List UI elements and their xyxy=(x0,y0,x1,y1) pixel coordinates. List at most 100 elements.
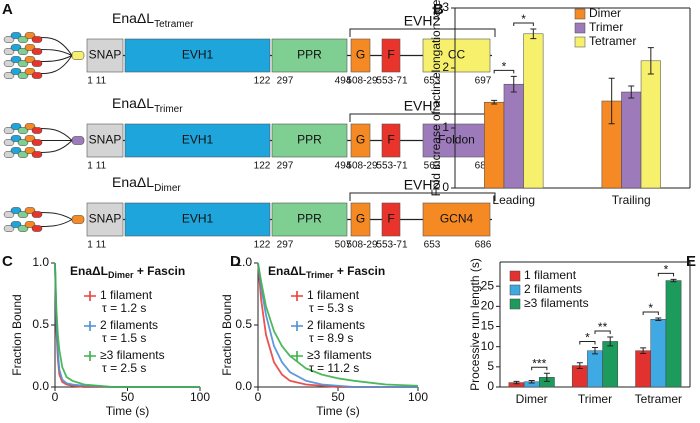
domain-box xyxy=(271,202,348,237)
chart-title-sub: Dimer xyxy=(108,270,134,280)
panel-letter: E xyxy=(686,253,696,270)
x-tick-label: Trimer xyxy=(578,392,612,406)
significance-label: * xyxy=(664,263,669,277)
construct-name-base: EnaΔL xyxy=(112,174,154,190)
bar xyxy=(640,60,661,189)
cartoon-pill xyxy=(17,225,29,232)
x-axis-label: Time (s) xyxy=(106,404,150,418)
residue-number: 11 xyxy=(96,161,107,172)
cartoon-pill xyxy=(10,207,22,214)
domain-box xyxy=(271,123,348,158)
region-label: EVH2 xyxy=(404,98,441,114)
significance-bracket xyxy=(493,69,515,74)
error-bar xyxy=(510,75,517,93)
significance-label: * xyxy=(502,60,507,74)
legend-note: τ = 5.3 s xyxy=(309,301,353,315)
y-tick-label: 0.5 xyxy=(235,317,252,331)
cartoon-pill xyxy=(3,48,15,55)
chart-title: EnaΔLTrimer + Fascin xyxy=(268,264,385,280)
bar xyxy=(602,341,619,388)
y-axis-label: Fold increase of actin elongation rate xyxy=(429,0,443,196)
error-bar xyxy=(528,380,535,384)
domain-box xyxy=(86,123,124,158)
domain-box xyxy=(381,202,401,237)
cartoon-core xyxy=(71,51,85,60)
domain-label: F xyxy=(387,133,394,147)
cartoon-pill xyxy=(17,127,29,134)
panel-letter: C xyxy=(2,253,13,270)
cartoon-pill xyxy=(3,72,15,79)
significance-bracket xyxy=(642,311,659,316)
error-bar xyxy=(640,347,647,355)
legend-label: Dimer xyxy=(589,6,621,20)
residue-number: 653 xyxy=(424,240,441,251)
domain-box xyxy=(381,123,401,158)
significance-bracket xyxy=(513,22,534,26)
residue-number: 1 xyxy=(87,76,93,87)
y-axis-label: Fraction Bound xyxy=(10,294,24,375)
chart-title-rest: + Fascin xyxy=(133,264,185,278)
residue-number: 563 xyxy=(424,161,441,172)
y-tick-label: 20 xyxy=(481,299,495,313)
domain-box xyxy=(86,202,124,237)
residue-number: 122 xyxy=(254,76,271,87)
cartoon-arm xyxy=(39,55,73,74)
domain-label: PPR xyxy=(297,212,322,226)
cartoon-pill xyxy=(3,139,15,146)
residue-number: 508-29 xyxy=(346,161,378,172)
significance-label: *** xyxy=(532,356,546,370)
y-tick-label: 1 xyxy=(442,120,449,134)
error-bar xyxy=(592,346,598,355)
panel-letter: A xyxy=(2,1,13,18)
cartoon-pill xyxy=(31,225,43,232)
legend-swatch xyxy=(574,8,586,20)
domain-box xyxy=(350,123,371,158)
legend-swatch xyxy=(574,36,586,48)
cartoon-pill xyxy=(31,72,43,79)
construct-name: EnaΔLTetramer xyxy=(112,10,194,30)
legend-swatch xyxy=(509,284,521,296)
region-label: EVH2 xyxy=(404,13,441,29)
construct-name-base: EnaΔL xyxy=(112,95,154,111)
bar xyxy=(665,280,682,388)
error-bar xyxy=(576,362,583,369)
residue-number: 297 xyxy=(277,76,294,87)
cartoon-pill xyxy=(10,56,22,63)
significance-label: * xyxy=(521,12,526,26)
x-tick-label: 100 xyxy=(190,390,210,404)
bar xyxy=(650,319,667,388)
domain-box xyxy=(350,38,371,73)
chart-title-base: EnaΔL xyxy=(70,264,108,278)
domain-label: SNAP xyxy=(89,48,122,62)
x-axis-label: Time (s) xyxy=(316,404,360,418)
residue-number: 494 xyxy=(335,76,352,87)
y-tick-label: 15 xyxy=(481,319,495,333)
residue-number: 11 xyxy=(96,240,107,251)
cartoon-pill xyxy=(3,211,15,218)
construct-name-sub: Dimer xyxy=(154,183,181,194)
legend-marker xyxy=(84,321,96,331)
decay-curve xyxy=(257,262,419,387)
legend-note: τ = 11.2 s xyxy=(309,361,359,375)
cartoon-arm xyxy=(39,219,73,227)
cartoon-pill xyxy=(24,147,36,154)
y-tick-label: 25 xyxy=(481,278,495,292)
legend-label: Trimer xyxy=(589,20,623,34)
construct-name-sub: Tetramer xyxy=(154,19,194,30)
y-tick-label: 2 xyxy=(442,60,449,74)
cartoon-pill xyxy=(31,151,43,158)
legend-marker xyxy=(84,351,96,361)
significance-bracket xyxy=(579,340,596,345)
cartoon-pill xyxy=(17,139,29,146)
cartoon-pill xyxy=(3,127,15,134)
domain-label: Foldon xyxy=(438,133,475,147)
error-bar xyxy=(607,336,614,347)
x-tick-label: 50 xyxy=(121,390,135,404)
legend-label: Tetramer xyxy=(589,34,636,48)
cartoon-pill xyxy=(10,135,22,142)
significance-label: * xyxy=(585,331,590,345)
residue-number: 680 xyxy=(475,161,492,172)
cartoon-pill xyxy=(3,225,15,232)
cartoon-pill xyxy=(31,60,43,67)
